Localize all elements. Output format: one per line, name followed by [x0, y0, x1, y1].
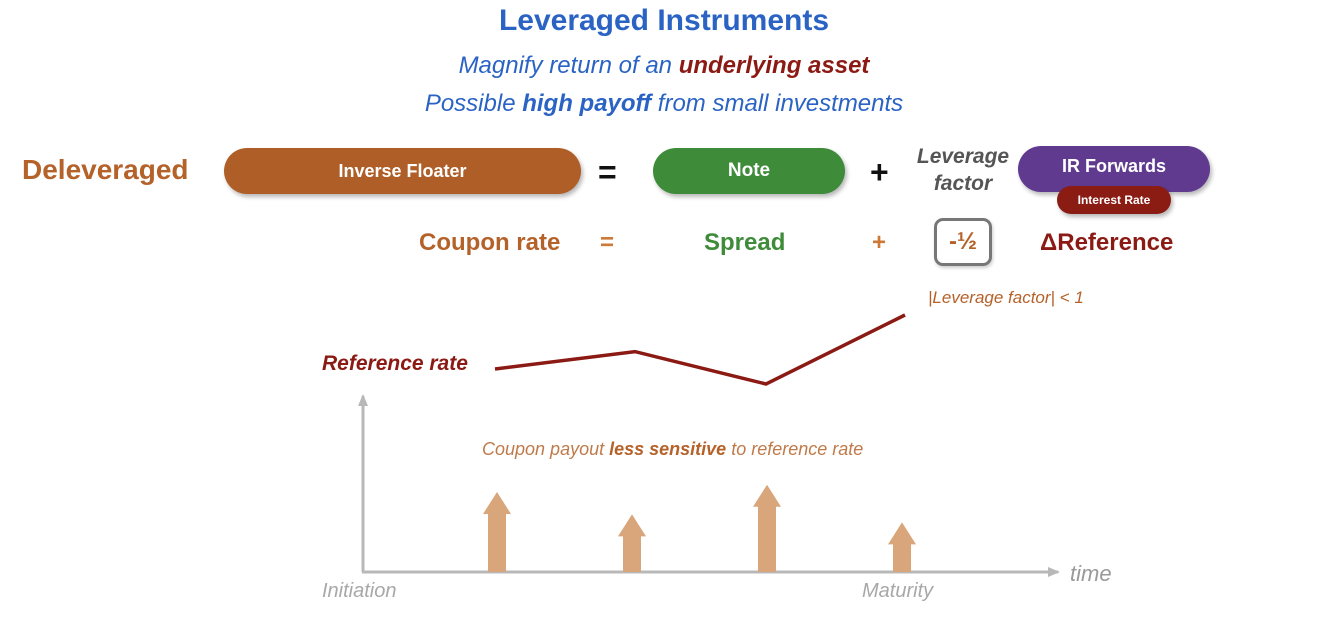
coupon-arrow [888, 522, 916, 572]
sensitivity-note: Coupon payout less sensitive to referenc… [482, 439, 864, 459]
page-title: Leveraged Instruments [498, 4, 830, 37]
leverage-factor-box: -½ [934, 218, 992, 266]
time-axis-label: time [1070, 561, 1112, 586]
inverse-floater-pill: Inverse Floater [224, 148, 581, 194]
coupon-arrow [618, 514, 646, 572]
ir-forwards-pill: IR Forwards [1018, 146, 1210, 192]
spread-label: Spread [704, 229, 786, 256]
leverage-factor-label: Leverage factor [916, 145, 1010, 195]
initiation-label: Initiation [322, 580, 397, 602]
note-pill: Note [653, 148, 845, 194]
formula-equals-sign: = [600, 229, 615, 256]
coupon-arrow [753, 484, 781, 572]
leverage-constraint-note: |Leverage factor| < 1 [928, 288, 1084, 307]
reference-rate-label: Reference rate [322, 352, 468, 375]
maturity-label: Maturity [862, 580, 934, 602]
interest-rate-badge: Interest Rate [1057, 186, 1171, 214]
delta-reference-label: ΔReference [1040, 229, 1174, 256]
coupon-rate-label: Coupon rate [419, 229, 561, 256]
deleveraged-label: Deleveraged [22, 154, 189, 185]
subtitle-payoff: Possible high payoff from small investme… [424, 90, 904, 117]
reference-rate-line [494, 313, 906, 386]
plus-sign: + [870, 154, 889, 190]
subtitle-magnify: Magnify return of an underlying asset [458, 52, 870, 79]
coupon-arrows [483, 484, 916, 572]
equals-sign: = [598, 154, 617, 190]
formula-plus-sign: + [872, 229, 887, 256]
coupon-arrow [483, 492, 511, 572]
